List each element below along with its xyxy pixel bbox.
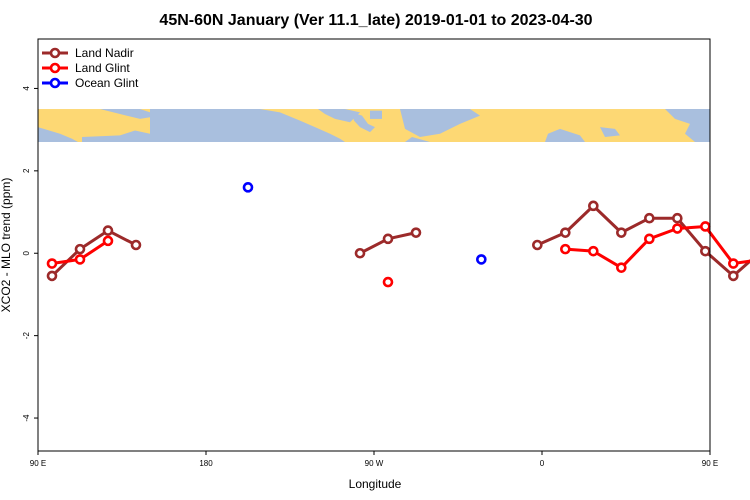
map-ocean-6	[400, 109, 480, 138]
y-tick-label: 4	[22, 86, 31, 91]
y-axis-ticks: -4 -2 0 2 4	[22, 86, 38, 422]
series-land-glint	[46, 221, 750, 288]
series-ocean-glint	[242, 182, 487, 265]
x-axis-ticks: 90 E 180 90 W 0 90 E	[30, 451, 718, 468]
data-point	[700, 245, 711, 257]
map-ocean-3	[150, 109, 345, 142]
map-ocean-4	[318, 109, 360, 123]
data-point	[728, 270, 739, 282]
data-point	[700, 221, 711, 232]
x-tick-label: 90 E	[30, 459, 46, 468]
data-point	[588, 200, 599, 212]
y-tick-label: 2	[22, 168, 31, 173]
data-point	[616, 227, 627, 238]
map-ocean-2	[100, 109, 160, 119]
x-axis-label: Longitude	[349, 477, 402, 491]
data-point	[410, 227, 422, 238]
map-ocean-5	[352, 112, 375, 133]
plot-frame	[37, 38, 711, 452]
data-point	[382, 233, 394, 245]
x-tick-label: 0	[540, 459, 545, 468]
map-ocean-9	[600, 127, 620, 138]
data-point	[560, 227, 571, 238]
y-tick-label: 0	[22, 250, 31, 255]
data-point	[728, 258, 739, 269]
data-point	[46, 258, 58, 269]
data-point	[588, 245, 599, 257]
map-ocean-baltic	[370, 110, 382, 119]
map-ocean-1	[82, 130, 150, 142]
series-land-nadir	[46, 200, 750, 282]
y-tick-label: -4	[22, 414, 31, 422]
data-point	[532, 239, 543, 251]
x-tick-label: 180	[199, 459, 213, 468]
series-line	[50, 229, 137, 277]
data-point	[672, 223, 683, 234]
data-point	[74, 254, 86, 265]
data-point	[74, 243, 86, 255]
legend-entry: Ocean Glint	[75, 76, 139, 90]
map-ocean-8	[545, 128, 585, 142]
data-point	[242, 182, 254, 193]
data-point	[130, 239, 142, 251]
map-ocean-7	[405, 137, 430, 142]
data-point	[102, 225, 114, 236]
legend-entry: Land Glint	[75, 61, 130, 75]
data-point	[560, 243, 571, 255]
legend-entry: Land Nadir	[75, 46, 134, 60]
data-point	[644, 233, 655, 245]
data-point	[644, 212, 655, 224]
legend-marker	[49, 77, 61, 89]
map-ocean-0	[38, 127, 78, 142]
data-point	[102, 235, 114, 247]
data-point	[354, 247, 366, 259]
data-point	[46, 270, 58, 282]
y-tick-label: -2	[22, 332, 31, 340]
data-point	[382, 276, 394, 288]
x-tick-label: 90 W	[365, 459, 384, 468]
chart-title: 45N-60N January (Ver 11.1_late) 2019-01-…	[159, 12, 592, 29]
legend-marker	[49, 62, 61, 74]
data-point	[672, 212, 683, 224]
series-layer	[46, 182, 750, 288]
legend-marker	[49, 47, 61, 59]
map-ocean-10	[665, 109, 710, 142]
map-strip	[38, 109, 710, 142]
data-point	[476, 254, 487, 265]
data-point	[616, 262, 627, 273]
y-axis-label: XCO2 - MLO trend (ppm)	[0, 178, 13, 313]
x-tick-label: 90 E	[702, 459, 718, 468]
